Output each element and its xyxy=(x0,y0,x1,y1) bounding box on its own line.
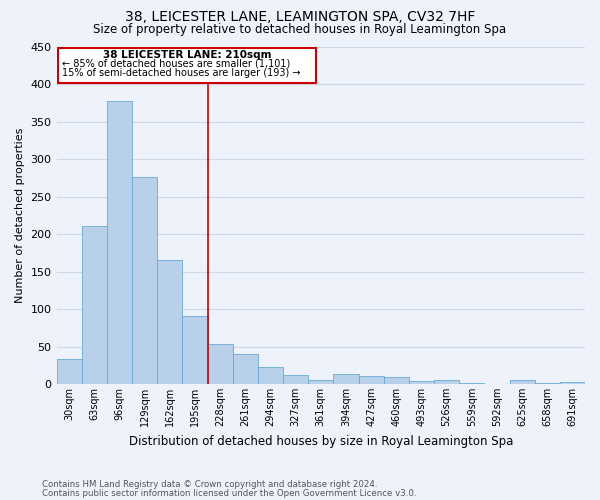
Bar xyxy=(82,226,107,384)
Bar xyxy=(58,48,316,82)
Bar xyxy=(107,100,132,384)
Text: Contains HM Land Registry data © Crown copyright and database right 2024.: Contains HM Land Registry data © Crown c… xyxy=(42,480,377,489)
Bar xyxy=(283,375,308,384)
Text: 38, LEICESTER LANE, LEAMINGTON SPA, CV32 7HF: 38, LEICESTER LANE, LEAMINGTON SPA, CV32… xyxy=(125,10,475,24)
Text: 38 LEICESTER LANE: 210sqm: 38 LEICESTER LANE: 210sqm xyxy=(103,50,271,59)
Bar xyxy=(182,316,208,384)
Bar xyxy=(208,344,233,384)
Y-axis label: Number of detached properties: Number of detached properties xyxy=(15,128,25,303)
Bar xyxy=(509,380,535,384)
Text: Contains public sector information licensed under the Open Government Licence v3: Contains public sector information licen… xyxy=(42,489,416,498)
Bar xyxy=(132,177,157,384)
Text: Size of property relative to detached houses in Royal Leamington Spa: Size of property relative to detached ho… xyxy=(94,22,506,36)
Text: ← 85% of detached houses are smaller (1,101): ← 85% of detached houses are smaller (1,… xyxy=(62,58,290,68)
Bar xyxy=(157,260,182,384)
Bar xyxy=(308,380,334,384)
Bar xyxy=(409,381,434,384)
Bar xyxy=(434,380,459,384)
Bar xyxy=(359,376,383,384)
Bar xyxy=(56,360,82,384)
Bar xyxy=(560,382,585,384)
Text: 15% of semi-detached houses are larger (193) →: 15% of semi-detached houses are larger (… xyxy=(62,68,300,78)
X-axis label: Distribution of detached houses by size in Royal Leamington Spa: Distribution of detached houses by size … xyxy=(128,434,513,448)
Bar xyxy=(383,376,409,384)
Bar xyxy=(233,354,258,384)
Bar xyxy=(334,374,359,384)
Bar xyxy=(258,367,283,384)
